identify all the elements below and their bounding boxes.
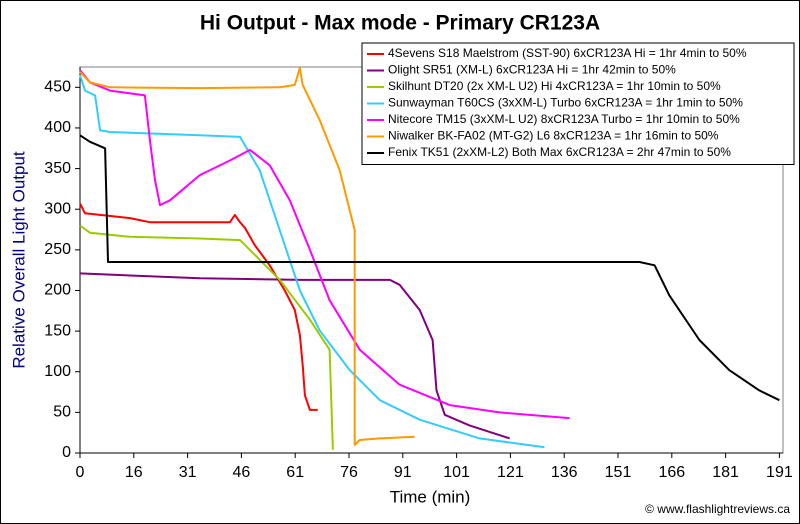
y-axis-label: Relative Overall Light Output — [9, 151, 28, 369]
x-axis-label: Time (min) — [390, 487, 471, 506]
legend-label: Nitecore TM15 (3xXM-L U2) 8xCR123A Turbo… — [388, 112, 740, 126]
x-tick-label: 16 — [125, 464, 143, 481]
series-line — [79, 74, 545, 449]
series-line — [79, 203, 318, 411]
x-tick-label: 181 — [712, 464, 739, 481]
legend-label: Niwalker BK-FA02 (MT-G2) L6 8xCR123A = 1… — [388, 129, 719, 143]
footer: © www.flashlightreviews.ca — [645, 502, 790, 516]
y-tick-label: 150 — [44, 322, 71, 339]
x-tick-label: 46 — [233, 464, 251, 481]
x-tick-label: 136 — [551, 464, 578, 481]
x-tick-label: 31 — [179, 464, 197, 481]
y-tick-label: 450 — [44, 79, 71, 96]
y-tick-label: 0 — [62, 444, 71, 461]
y-tick-label: 400 — [44, 119, 71, 136]
series-line — [79, 224, 334, 450]
series-line — [79, 66, 415, 446]
x-tick-label: 91 — [394, 464, 412, 481]
y-tick-label: 250 — [44, 241, 71, 258]
series-line — [79, 69, 570, 420]
legend-label: Olight SR51 (XM-L) 6xCR123A Hi = 1hr 42m… — [388, 63, 676, 77]
legend-box — [361, 42, 795, 165]
y-tick-label: 300 — [44, 200, 71, 217]
x-tick-label: 121 — [497, 464, 524, 481]
legend-label: Sunwayman T60CS (3xXM-L) Turbo 6xCR123A … — [388, 96, 743, 110]
chart-title: Hi Output - Max mode - Primary CR123A — [200, 12, 600, 35]
y-tick-label: 50 — [53, 404, 71, 421]
y-tick-label: 350 — [44, 160, 71, 177]
y-tick-label: 100 — [44, 363, 71, 380]
x-tick-label: 61 — [286, 464, 304, 481]
x-tick-label: 76 — [340, 464, 358, 481]
legend-label: 4Sevens S18 Maelstrom (SST-90) 6xCR123A … — [388, 46, 747, 60]
x-tick-label: 0 — [76, 464, 85, 481]
legend-label: Skilhunt DT20 (2x XM-L U2) Hi 4xCR123A =… — [388, 79, 721, 93]
series-line — [79, 134, 780, 402]
x-tick-label: 151 — [605, 464, 632, 481]
y-tick-label: 200 — [44, 282, 71, 299]
x-tick-label: 101 — [443, 464, 470, 481]
x-tick-label: 191 — [766, 464, 793, 481]
series-line — [79, 272, 511, 440]
x-tick-label: 166 — [658, 464, 685, 481]
legend-label: Fenix TK51 (2xXM-L2) Both Max 6xCR123A =… — [388, 145, 731, 159]
